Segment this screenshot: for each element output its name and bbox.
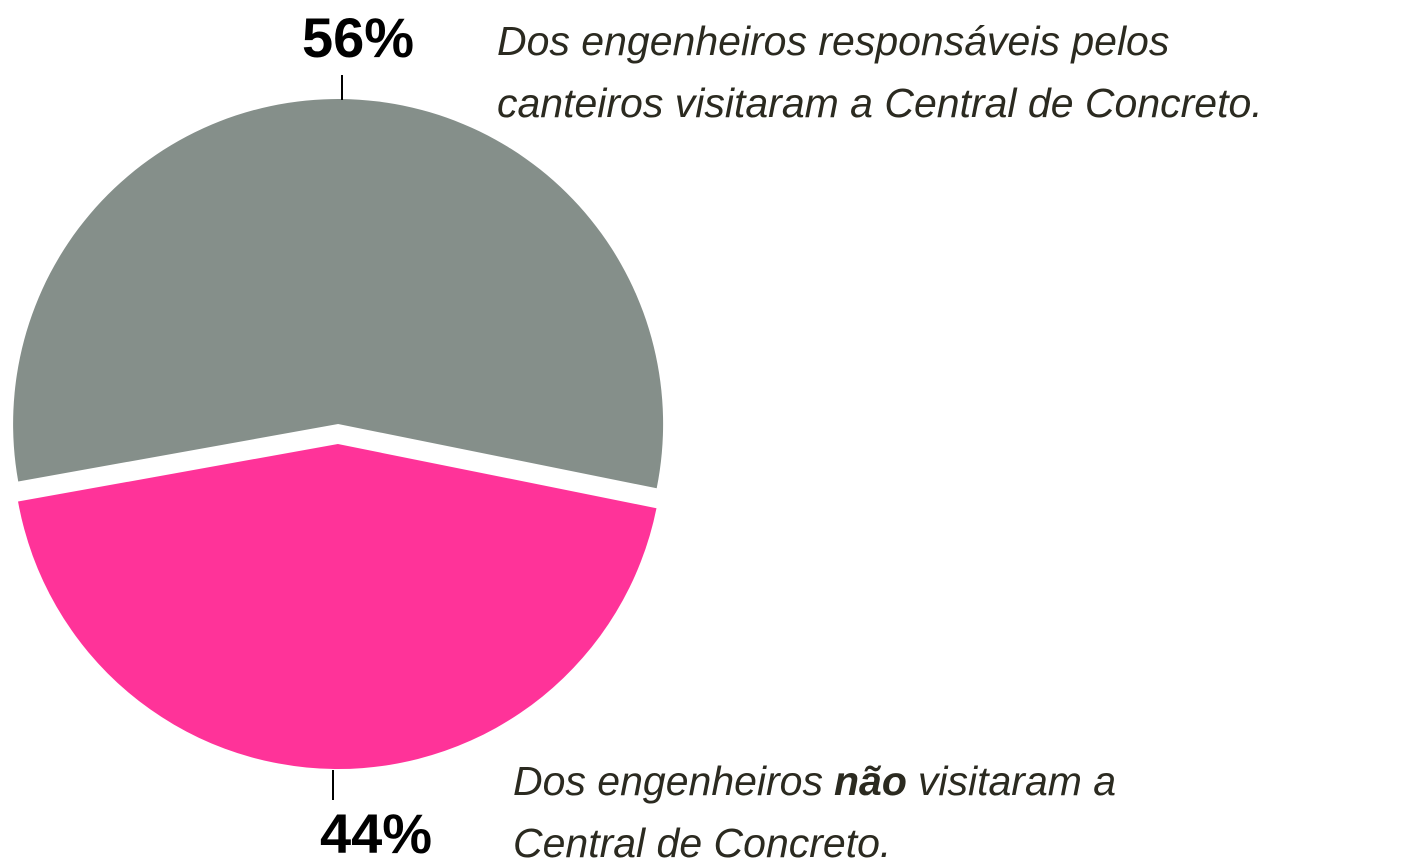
- pie-slice: [18, 443, 657, 769]
- annotation-text: Dos engenheiros: [513, 758, 823, 804]
- annotation: Dos engenheiros responsáveis pelos: [497, 18, 1169, 64]
- pie-slice: [13, 99, 664, 489]
- annotation: Central de Concreto.: [513, 820, 891, 863]
- value-label: 44%: [320, 802, 432, 863]
- annotation-text: visitaram a: [918, 758, 1116, 804]
- annotation-text: não: [834, 758, 907, 804]
- annotation: canteiros visitaram a Central de Concret…: [497, 80, 1263, 126]
- annotation-text: Dos engenheiros responsáveis pelos: [497, 18, 1169, 64]
- annotation-text: canteiros visitaram a Central de Concret…: [497, 80, 1263, 126]
- annotation-text: Central de Concreto.: [513, 820, 891, 863]
- value-label: 56%: [302, 6, 414, 69]
- annotation: Dos engenheiros não visitaram a: [513, 758, 1116, 804]
